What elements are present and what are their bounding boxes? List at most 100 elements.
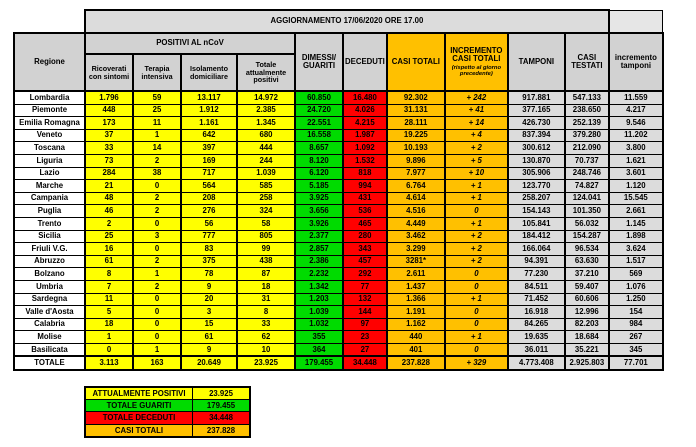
table-cell: 163 xyxy=(132,355,182,372)
update-banner: AGGIORNAMENTO 17/06/2020 ORE 17.00 xyxy=(84,9,610,34)
summary-row-totale-deceduti: TOTALE DECEDUTI 34.448 xyxy=(84,411,251,425)
table-cell: 0 xyxy=(443,204,509,218)
table-cell: 305.906 xyxy=(506,166,566,181)
blank-corner xyxy=(14,10,85,33)
table-cell: 2.377 xyxy=(294,229,344,244)
table-cell: 154 xyxy=(607,305,664,319)
table-cell: 343 xyxy=(342,242,388,256)
table-cell: 9 xyxy=(180,279,238,294)
table-cell: + 14 xyxy=(443,116,509,130)
table-cell: 1 xyxy=(132,267,182,281)
table-cell: 1.517 xyxy=(607,254,664,269)
table-cell: 19.635 xyxy=(506,330,566,344)
table-cell: 18 xyxy=(84,317,134,332)
summary-value: 237.828 xyxy=(192,423,251,438)
table-cell: + 2 xyxy=(443,141,509,155)
table-cell: 276 xyxy=(180,204,238,218)
table-cell: 3.925 xyxy=(294,191,344,206)
table-cell: 3 xyxy=(180,305,238,319)
table-cell: 397 xyxy=(180,141,238,155)
table-cell: + 1 xyxy=(443,216,509,231)
table-cell: 71.452 xyxy=(506,292,566,307)
table-cell: 61 xyxy=(84,254,134,269)
region-name-cell: Molise xyxy=(13,330,86,344)
table-cell: 0 xyxy=(132,179,182,193)
table-cell: 1.366 xyxy=(385,292,446,307)
banner-row: AGGIORNAMENTO 17/06/2020 ORE 17.00 xyxy=(14,9,664,34)
table-row: Valle d'Aosta 5 0 3 8 1.039 144 1.191 0 16.918 12.… xyxy=(13,305,664,319)
table-row: Calabria 18 0 15 33 1.032 97 1.162 0 84.265 82.203… xyxy=(13,317,664,332)
table-cell: + 4 xyxy=(443,128,509,143)
table-cell: 1.342 xyxy=(294,279,344,294)
table-cell: 3.299 xyxy=(385,242,446,256)
table-cell: 3.601 xyxy=(607,166,664,181)
table-cell: 2 xyxy=(132,204,182,218)
table-cell: 3.800 xyxy=(607,141,664,155)
table-row: Molise 1 0 61 62 355 23 440 + 1 19.635 18.684 267 xyxy=(13,330,664,344)
table-cell: + 10 xyxy=(443,166,509,181)
table-cell: 33 xyxy=(84,141,134,155)
table-cell: 4.026 xyxy=(342,103,388,118)
summary-label: TOTALE DECEDUTI xyxy=(84,411,193,425)
table-cell: 9.546 xyxy=(607,116,664,130)
table-cell: 0 xyxy=(443,279,509,294)
table-cell: 252.139 xyxy=(563,116,610,130)
table-cell: 984 xyxy=(607,317,664,332)
region-name-cell: Abruzzo xyxy=(13,254,86,269)
table-row: Liguria 73 2 169 244 8.120 1.532 9.896 + 5 130.87… xyxy=(13,153,664,168)
table-cell: 1.120 xyxy=(607,179,664,193)
table-cell: 1.532 xyxy=(342,153,388,168)
table-cell: 19.225 xyxy=(385,128,446,143)
table-cell: 438 xyxy=(236,254,296,269)
table-cell: 24.720 xyxy=(294,103,344,118)
table-cell: 56 xyxy=(180,216,238,231)
subheader-row: Ricoverati con sintomi Terapia intensiva… xyxy=(14,53,663,92)
table-cell: + 5 xyxy=(443,153,509,168)
table-cell: 355 xyxy=(294,330,344,344)
table-cell: 9 xyxy=(180,342,238,357)
column-header-totale-positivi: Totale attualmente positivi xyxy=(236,53,296,92)
table-cell: 46 xyxy=(84,204,134,218)
incremento-casi-label: INCREMENTO CASI TOTALI xyxy=(450,46,503,64)
table-cell: 123.770 xyxy=(506,179,566,193)
table-row: Lombardia 1.796 59 13.117 14.972 60.850 16.480… xyxy=(13,90,664,105)
table-cell: 0 xyxy=(132,292,182,307)
table-cell: 1.203 xyxy=(294,292,344,307)
table-cell: 173 xyxy=(84,116,134,130)
table-cell: 16.480 xyxy=(342,90,388,105)
table-cell: 38 xyxy=(132,166,182,181)
table-cell: 3.113 xyxy=(84,355,134,372)
region-name-cell: Toscana xyxy=(13,141,86,155)
table-cell: 680 xyxy=(236,128,296,143)
summary-label: ATTUALMENTE POSITIVI xyxy=(84,386,193,401)
table-cell: 74.827 xyxy=(563,179,610,193)
table-cell: 8 xyxy=(84,267,134,281)
table-cell: 94.391 xyxy=(506,254,566,269)
table-cell: 917.881 xyxy=(506,90,566,105)
table-cell: 1.145 xyxy=(607,216,664,231)
table-cell: 105.841 xyxy=(506,216,566,231)
incremento-casi-note: (rispetto al giorno precedente) xyxy=(451,64,501,77)
table-cell: 4.217 xyxy=(607,103,664,118)
table-cell: 60.850 xyxy=(294,90,344,105)
table-cell: 2.661 xyxy=(607,204,664,218)
table-cell: 0 xyxy=(132,317,182,332)
table-cell: 84.265 xyxy=(506,317,566,332)
table-cell: 1.076 xyxy=(607,279,664,294)
table-cell: 4.614 xyxy=(385,191,446,206)
table-cell: 92.302 xyxy=(385,90,446,105)
table-cell: 238.650 xyxy=(563,103,610,118)
table-row: Campania 48 2 208 258 3.925 431 4.614 + 1 258.207… xyxy=(13,191,664,206)
table-cell: 212.090 xyxy=(563,141,610,155)
table-cell: 1 xyxy=(84,330,134,344)
table-cell: 97 xyxy=(342,317,388,332)
region-name-cell: Emilia Romagna xyxy=(13,116,86,130)
table-cell: 3281* xyxy=(385,254,446,269)
table-cell: 2.232 xyxy=(294,267,344,281)
table-cell: 13.117 xyxy=(180,90,238,105)
table-row: Bolzano 8 1 78 87 2.232 292 2.611 0 77.230 37.210 5… xyxy=(13,267,664,281)
table-cell: 837.394 xyxy=(506,128,566,143)
table-cell: 2.386 xyxy=(294,254,344,269)
table-body: Lombardia 1.796 59 13.117 14.972 60.850 16.480… xyxy=(13,90,664,372)
table-cell: + 1 xyxy=(443,330,509,344)
